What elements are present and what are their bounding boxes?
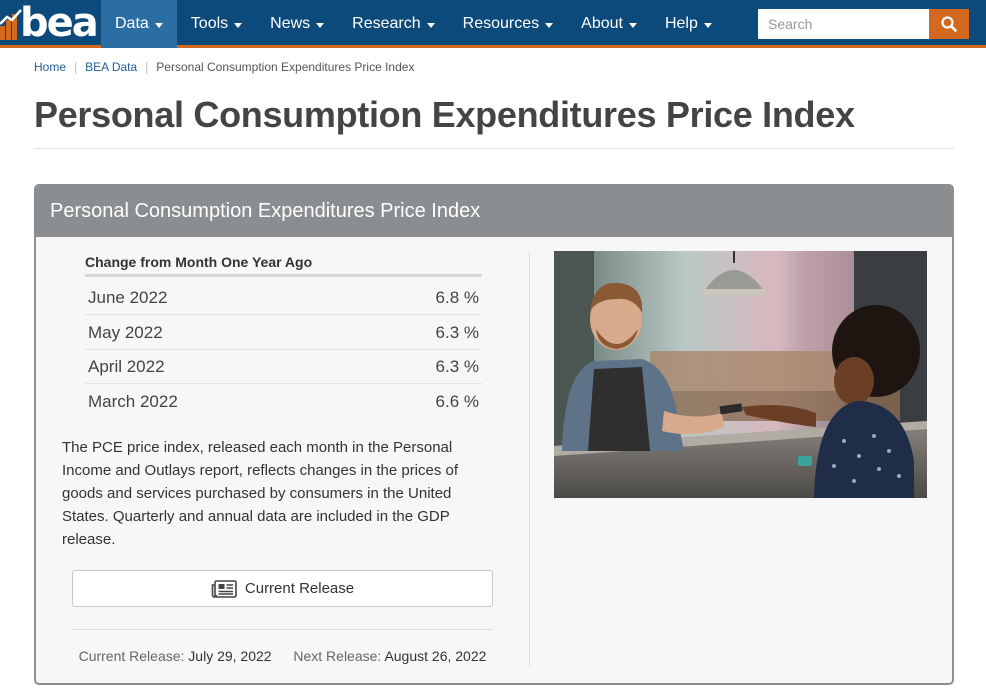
table-header: Change from Month One Year Ago xyxy=(85,254,482,277)
release-dates: Current Release: July 29, 2022 Next Rele… xyxy=(72,648,493,664)
caret-down-icon xyxy=(316,22,325,28)
nav-item-about[interactable]: About xyxy=(567,0,651,48)
caret-down-icon xyxy=(234,22,243,28)
current-release-button[interactable]: Current Release xyxy=(72,570,493,607)
nav-item-label: About xyxy=(581,15,623,32)
row-value: 6.3 % xyxy=(435,322,479,342)
row-value: 6.3 % xyxy=(435,356,479,376)
row-value: 6.8 % xyxy=(435,287,479,307)
next-release-label: Next Release: xyxy=(293,648,382,664)
table-row: April 2022 6.3 % xyxy=(85,350,482,384)
pce-description: The PCE price index, released each month… xyxy=(62,439,459,548)
bea-logo[interactable]: bea xyxy=(0,0,100,48)
breadcrumb-current: Personal Consumption Expenditures Price … xyxy=(156,60,415,74)
page-title: Personal Consumption Expenditures Price … xyxy=(34,94,855,135)
panel-heading: Personal Consumption Expenditures Price … xyxy=(36,186,952,237)
search-input[interactable] xyxy=(758,9,929,39)
caret-down-icon xyxy=(628,22,637,28)
nav-item-tools[interactable]: Tools xyxy=(177,0,256,48)
breadcrumb-bea-data[interactable]: BEA Data xyxy=(85,60,138,74)
nav-item-label: Research xyxy=(352,15,421,32)
table-row: March 2022 6.6 % xyxy=(85,385,482,419)
table-row: June 2022 6.8 % xyxy=(85,281,482,315)
nav-item-news[interactable]: News xyxy=(256,0,338,48)
row-month: April 2022 xyxy=(88,356,165,376)
search-button[interactable] xyxy=(929,9,969,39)
main-menu: Data Tools News Research Resources About… xyxy=(101,0,726,48)
caret-down-icon xyxy=(154,22,163,28)
row-value: 6.6 % xyxy=(435,392,479,411)
logo-text: bea xyxy=(20,0,99,46)
caret-down-icon xyxy=(703,22,712,28)
row-month: May 2022 xyxy=(88,322,163,342)
row-month: March 2022 xyxy=(88,392,178,411)
nav-item-label: Resources xyxy=(462,15,540,32)
newspaper-icon xyxy=(211,579,237,598)
breadcrumb-separator: | xyxy=(74,60,78,74)
caret-down-icon xyxy=(545,22,554,28)
next-release-date: August 26, 2022 xyxy=(384,648,487,664)
nav-item-research[interactable]: Research xyxy=(338,0,448,48)
release-button-label: Current Release xyxy=(244,580,355,597)
breadcrumb-home[interactable]: Home xyxy=(34,60,67,74)
nav-item-data[interactable]: Data xyxy=(101,0,177,48)
current-release-label: Current Release: xyxy=(78,648,185,664)
current-release-date: July 29, 2022 xyxy=(188,648,272,664)
breadcrumb: Home | BEA Data | Personal Consumption E… xyxy=(34,60,414,74)
search-icon xyxy=(941,16,957,32)
caret-down-icon xyxy=(426,22,435,28)
title-divider xyxy=(34,148,954,149)
logo-bars-icon xyxy=(0,9,22,40)
column-divider xyxy=(529,252,530,667)
nav-item-help[interactable]: Help xyxy=(651,0,726,48)
nav-item-label: Help xyxy=(664,15,698,32)
table-row: May 2022 6.3 % xyxy=(85,316,482,350)
breadcrumb-separator: | xyxy=(145,60,149,74)
nav-item-resources[interactable]: Resources xyxy=(449,0,567,48)
nav-item-label: News xyxy=(270,15,311,32)
nav-item-label: Tools xyxy=(190,15,229,32)
footer-divider xyxy=(72,629,493,630)
cafe-photo xyxy=(554,251,927,498)
top-navbar: bea Data Tools News Research Resources A… xyxy=(0,0,986,48)
pce-panel: Personal Consumption Expenditures Price … xyxy=(34,184,954,685)
row-month: June 2022 xyxy=(88,287,168,307)
panel-left-column: Change from Month One Year Ago June 2022… xyxy=(36,237,530,683)
nav-item-label: Data xyxy=(115,15,149,32)
